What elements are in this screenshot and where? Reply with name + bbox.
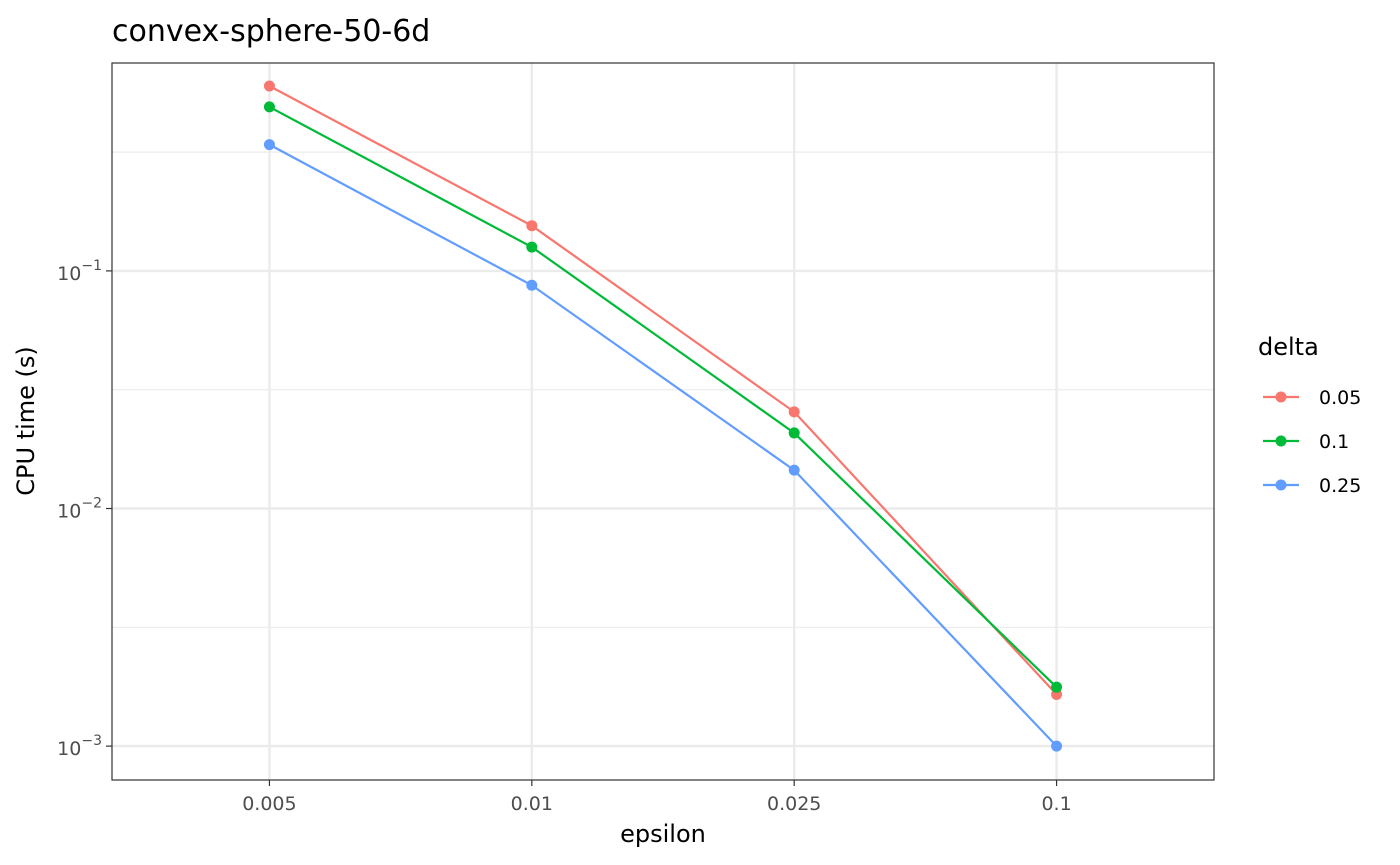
legend-key-point bbox=[1275, 391, 1287, 403]
legend-key-point bbox=[1275, 435, 1287, 447]
plot-background bbox=[112, 63, 1214, 780]
grid-major bbox=[112, 63, 1214, 780]
legend-label: 0.1 bbox=[1319, 431, 1349, 453]
y-tick-label: 10−1 bbox=[57, 258, 102, 285]
data-point-0.25 bbox=[788, 464, 800, 476]
legend: delta 0.05 0.1 0.25 bbox=[1258, 333, 1361, 497]
y-tick-label: 10−3 bbox=[57, 733, 102, 760]
x-tick-label: 0.025 bbox=[767, 793, 821, 815]
plot-border bbox=[111, 62, 1215, 781]
x-axis: 0.005 0.01 0.025 0.1 bbox=[242, 780, 1072, 815]
series-points bbox=[263, 80, 1063, 752]
grid-minor bbox=[112, 151, 1214, 628]
data-point-0.25 bbox=[1051, 740, 1063, 752]
series-line-0.1 bbox=[268, 105, 1058, 688]
legend-label: 0.05 bbox=[1319, 387, 1361, 409]
data-point-0.1 bbox=[263, 101, 275, 113]
x-axis-title: epsilon bbox=[620, 820, 706, 848]
legend-title: delta bbox=[1258, 333, 1319, 361]
x-tick-label: 0.1 bbox=[1041, 793, 1071, 815]
data-point-0.05 bbox=[526, 220, 538, 232]
legend-label: 0.25 bbox=[1319, 475, 1361, 497]
x-tick-label: 0.01 bbox=[511, 793, 553, 815]
data-point-0.25 bbox=[526, 279, 538, 291]
data-point-0.1 bbox=[788, 427, 800, 439]
x-tick-label: 0.005 bbox=[242, 793, 296, 815]
y-axis-title: CPU time (s) bbox=[12, 346, 40, 496]
series-lines bbox=[268, 85, 1058, 747]
data-point-0.25 bbox=[263, 139, 275, 151]
series-line-0.05 bbox=[268, 85, 1058, 696]
y-tick-label: 10−2 bbox=[57, 496, 102, 523]
data-point-0.1 bbox=[526, 241, 538, 253]
chart-title: convex-sphere-50-6d bbox=[112, 14, 430, 49]
data-point-0.05 bbox=[788, 406, 800, 418]
data-point-0.05 bbox=[263, 80, 275, 92]
legend-key-point bbox=[1275, 479, 1287, 491]
data-point-0.1 bbox=[1051, 681, 1063, 693]
series-line-0.25 bbox=[268, 143, 1058, 747]
y-axis: 10−1 10−2 10−3 bbox=[57, 258, 112, 760]
